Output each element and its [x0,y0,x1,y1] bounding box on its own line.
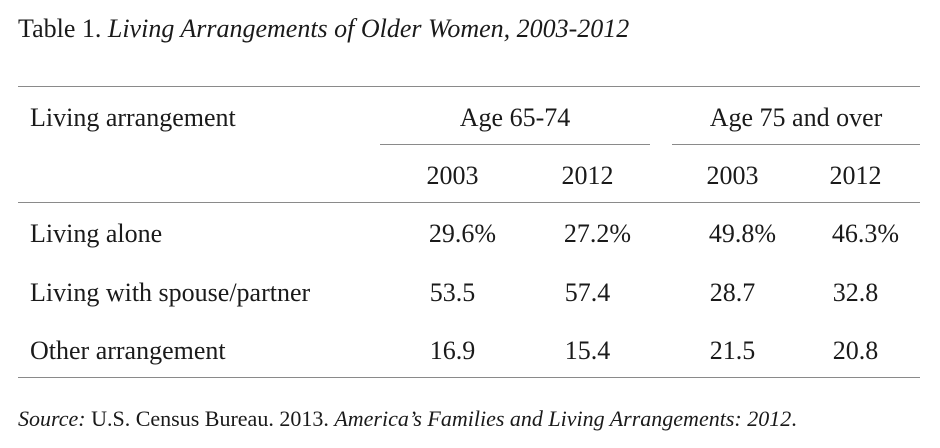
table-cell: 29.6% [428,219,497,248]
header-row-label: Living arrangement [30,103,236,132]
table-cell: 21.5 [709,336,756,365]
table-cell: 49.8% [708,219,777,248]
table-cell: 46.3% [831,219,900,248]
table-title: Table 1. Living Arrangements of Older Wo… [18,12,629,46]
source-label: Source: [18,406,86,431]
header-year: 2003 [426,161,479,190]
table-cell: 28.7 [709,278,756,307]
header-group-age-65-74: Age 65-74 [459,103,571,132]
top-rule [18,86,920,87]
table-cell: 53.5 [429,278,476,307]
header-bottom-rule [18,202,920,203]
group-rule-age-65-74 [380,144,650,145]
table-title-text: Living Arrangements of Older Women, 2003… [107,14,630,43]
header-year: 2012 [829,161,882,190]
source-text: U.S. Census Bureau. 2013. [91,406,329,431]
row-label: Living alone [30,219,163,248]
group-rule-age-75-over [672,144,920,145]
source-publication: America’s Families and Living Arrangemen… [334,406,792,431]
table-title-prefix: Table 1. [18,14,102,43]
source-end: . [791,406,797,431]
bottom-rule [18,377,920,378]
header-year: 2003 [706,161,759,190]
table-cell: 32.8 [832,278,879,307]
header-group-age-75-over: Age 75 and over [709,103,883,132]
table-cell: 16.9 [429,336,476,365]
table-cell: 20.8 [832,336,879,365]
row-label: Living with spouse/partner [30,278,311,307]
row-label: Other arrangement [30,336,226,365]
table-cell: 27.2% [563,219,632,248]
table-cell: 15.4 [564,336,611,365]
source-note: Source: U.S. Census Bureau. 2013. Americ… [18,404,797,434]
table-cell: 57.4 [564,278,611,307]
header-year: 2012 [561,161,614,190]
